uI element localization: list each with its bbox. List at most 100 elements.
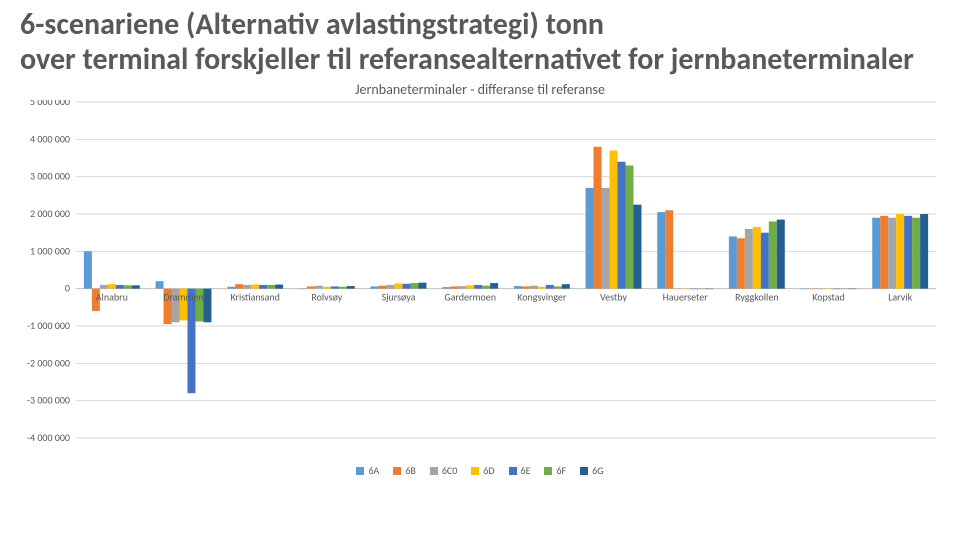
bar	[912, 218, 920, 289]
bar-chart: -4 000 000 -3 000 000 -2 000 000 -1 000 000…	[20, 100, 940, 460]
category-label: Kopstad	[812, 291, 845, 304]
legend-item: 6C0	[430, 464, 457, 477]
bar	[331, 286, 339, 288]
title-line1: 6-scenariene (Alternativ avlastingstrate…	[20, 6, 604, 43]
bar	[418, 283, 426, 289]
page-title: 6-scenariene (Alternativ avlastingstrate…	[20, 8, 940, 77]
y-axis-label: -3 000 000	[27, 394, 70, 407]
bar	[554, 286, 562, 288]
legend-swatch	[471, 467, 479, 475]
bar	[737, 238, 745, 288]
legend-item: 6A	[356, 464, 379, 477]
category-label: Larvik	[888, 291, 912, 304]
bar	[482, 286, 490, 289]
legend-label: 6A	[368, 464, 379, 477]
category-label: Ryggkollen	[735, 291, 778, 304]
legend-swatch	[509, 467, 517, 475]
bar	[594, 147, 602, 289]
bar	[888, 218, 896, 289]
bar	[681, 289, 689, 290]
legend-swatch	[544, 467, 552, 475]
bar	[586, 188, 594, 289]
bar	[872, 218, 880, 289]
title-line2: over terminal forskjeller til referansea…	[20, 41, 914, 78]
chart-svg: -4 000 000 -3 000 000 -2 000 000 -1 000 000…	[20, 100, 940, 460]
bar	[132, 285, 140, 288]
bar	[848, 289, 856, 290]
bar	[259, 285, 267, 289]
bar	[745, 229, 753, 289]
bar	[243, 285, 251, 289]
bar	[825, 289, 833, 290]
bar	[673, 289, 681, 290]
bar	[307, 286, 315, 288]
category-label: Kristiansand	[230, 291, 279, 304]
bar	[187, 289, 195, 394]
bar	[665, 210, 673, 288]
bar	[450, 286, 458, 288]
y-axis-label: 2 000 000	[30, 207, 70, 220]
legend-swatch	[393, 467, 401, 475]
y-axis-label: -1 000 000	[27, 319, 70, 332]
bar	[562, 284, 570, 288]
bar	[371, 286, 379, 288]
legend-item: 6E	[509, 464, 531, 477]
bar	[801, 289, 809, 290]
category-label: Vestby	[600, 291, 628, 304]
bar	[617, 162, 625, 289]
bar	[124, 285, 132, 288]
legend-item: 6G	[580, 464, 603, 477]
bar	[530, 286, 538, 289]
bar	[633, 205, 641, 289]
y-axis-label: 0	[65, 282, 70, 295]
bar	[753, 227, 761, 289]
legend-label: 6C0	[442, 464, 457, 477]
bar	[395, 283, 403, 288]
bar	[387, 285, 395, 289]
y-axis-label: -4 000 000	[27, 431, 70, 444]
bar	[323, 287, 331, 289]
category-label: Kongsvinger	[517, 291, 567, 304]
category-label: Drammen	[163, 291, 203, 304]
bar	[466, 285, 474, 288]
bar	[522, 286, 530, 288]
bar	[275, 285, 283, 289]
y-axis-label: 4 000 000	[30, 132, 70, 145]
bar	[100, 285, 108, 289]
bar	[315, 286, 323, 289]
y-axis-label: 5 000 000	[30, 100, 70, 108]
bar	[602, 188, 610, 289]
y-axis-label: -2 000 000	[27, 356, 70, 369]
bar	[251, 285, 259, 289]
legend-swatch	[430, 467, 438, 475]
bar	[116, 285, 124, 289]
bar	[339, 287, 347, 289]
legend-label: 6F	[556, 464, 566, 477]
y-axis-label: 3 000 000	[30, 170, 70, 183]
bar	[347, 286, 355, 289]
bar	[474, 285, 482, 289]
legend-item: 6B	[393, 464, 416, 477]
bar	[697, 289, 705, 290]
bar	[705, 289, 713, 290]
bar	[729, 236, 737, 288]
legend-label: 6D	[483, 464, 494, 477]
bar	[227, 287, 235, 289]
bar	[809, 289, 817, 290]
bar	[299, 289, 307, 290]
bar	[84, 251, 92, 288]
bar	[777, 220, 785, 289]
category-label: Hauerseter	[663, 291, 709, 304]
legend-label: 6G	[592, 464, 603, 477]
bar	[840, 289, 848, 290]
bar	[904, 216, 912, 289]
category-label: Rolvsøy	[311, 291, 342, 304]
bar	[203, 289, 211, 323]
bar	[832, 289, 840, 290]
legend-label: 6B	[405, 464, 416, 477]
bar	[490, 283, 498, 289]
bar	[402, 284, 410, 289]
bar	[538, 287, 546, 289]
bar	[379, 286, 387, 289]
bar	[610, 151, 618, 289]
